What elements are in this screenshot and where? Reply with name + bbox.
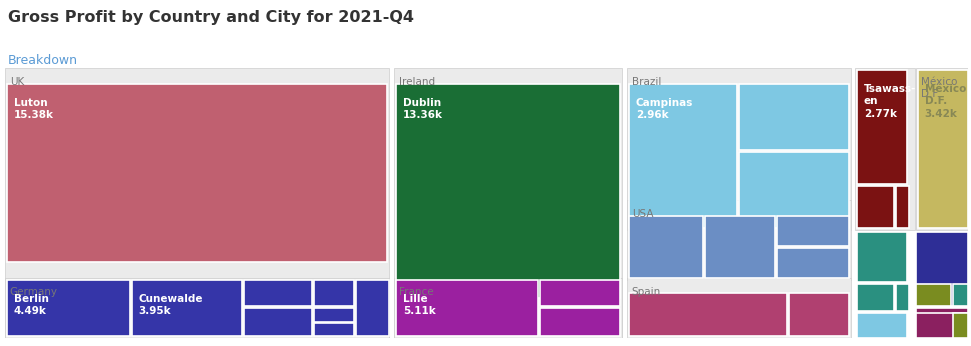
Bar (916, 313, 968, 338)
Text: México
D.F.: México D.F. (921, 78, 957, 99)
Bar (953, 284, 968, 306)
Text: Brazil: Brazil (632, 78, 661, 88)
Bar (5, 278, 389, 338)
Text: Berlin
4.49k: Berlin 4.49k (14, 293, 49, 316)
Bar (394, 278, 622, 338)
Text: Cunewalde
3.95k: Cunewalde 3.95k (139, 293, 203, 316)
Text: Tsawass-
en
2.77k: Tsawass- en 2.77k (864, 83, 916, 119)
Bar (629, 216, 703, 278)
Text: Spain: Spain (632, 288, 661, 298)
Bar (540, 280, 620, 306)
Text: Luton
15.38k: Luton 15.38k (14, 98, 53, 120)
Text: UK: UK (10, 78, 24, 88)
Bar (916, 308, 968, 338)
Bar (7, 84, 387, 262)
Bar (857, 232, 907, 282)
Bar (896, 284, 909, 311)
Bar (244, 308, 312, 336)
Bar (627, 68, 851, 230)
Bar (132, 280, 242, 336)
Bar (789, 293, 849, 336)
Text: Germany: Germany (10, 288, 58, 298)
Bar (396, 84, 620, 298)
Bar (540, 308, 620, 336)
Bar (916, 232, 968, 306)
Bar (777, 248, 849, 278)
Bar (896, 186, 909, 228)
Bar (777, 216, 849, 246)
Text: Ireland: Ireland (399, 78, 435, 88)
Bar (857, 284, 894, 311)
Bar (396, 280, 538, 336)
Bar (916, 68, 968, 230)
Text: Gross Profit by Country and City for 2021-Q4: Gross Profit by Country and City for 202… (8, 10, 414, 25)
Bar (356, 280, 389, 336)
Text: Lille
5.11k: Lille 5.11k (403, 293, 435, 316)
Bar (394, 68, 622, 338)
Bar (629, 84, 737, 228)
Bar (627, 200, 851, 280)
Bar (857, 186, 894, 228)
Bar (953, 313, 968, 338)
Bar (705, 216, 775, 278)
Text: France: France (399, 288, 433, 298)
Bar (627, 278, 851, 338)
Bar (857, 313, 907, 338)
Bar (857, 70, 907, 184)
Bar (918, 70, 968, 228)
Bar (244, 280, 312, 306)
Bar (739, 84, 849, 150)
Text: Dublin
13.36k: Dublin 13.36k (403, 98, 443, 120)
Bar (5, 68, 389, 338)
Text: Breakdown: Breakdown (8, 54, 78, 67)
Bar (739, 152, 849, 228)
Bar (314, 323, 354, 336)
Text: Campinas
2.96k: Campinas 2.96k (636, 98, 693, 120)
Bar (629, 293, 787, 336)
Bar (855, 68, 915, 230)
Text: México
D.F.
3.42k: México D.F. 3.42k (924, 83, 966, 119)
Bar (7, 280, 130, 336)
Bar (314, 280, 354, 306)
Bar (916, 284, 951, 306)
Bar (314, 308, 354, 322)
Text: USA: USA (632, 209, 653, 219)
